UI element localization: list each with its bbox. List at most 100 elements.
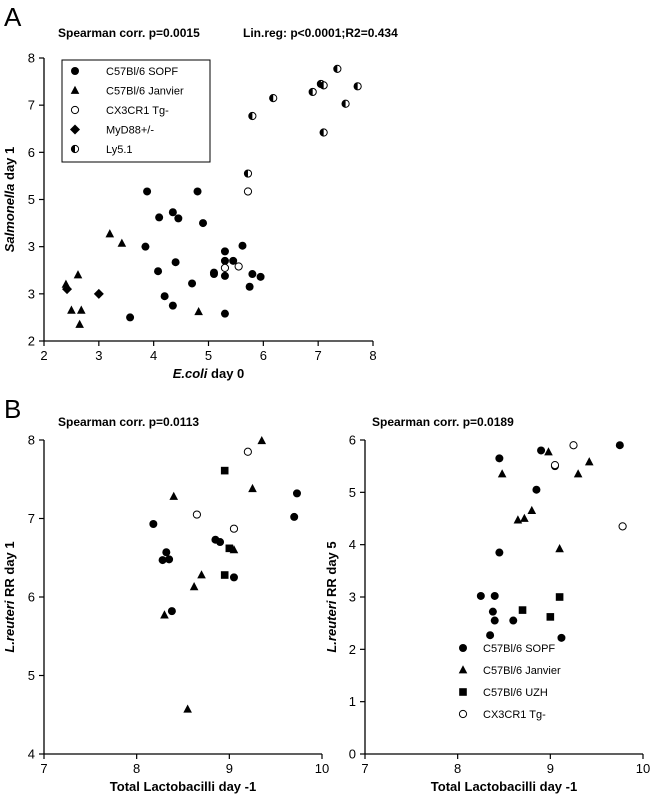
data-point <box>509 616 518 625</box>
data-point <box>257 435 267 445</box>
legend-marker <box>70 105 80 115</box>
series-c57bl-6-sopf <box>149 489 301 616</box>
data-point <box>308 87 317 97</box>
series-c57bl-6-janvier <box>61 229 203 328</box>
data-point <box>476 591 485 600</box>
stat-annotation: Spearman corr. p=0.0113 <box>58 415 199 429</box>
y-tick-label: 5 <box>28 668 35 683</box>
data-point <box>555 593 564 601</box>
panel-letter-a: A <box>4 2 22 32</box>
data-point <box>544 447 553 456</box>
y-tick-label: 2 <box>349 642 356 657</box>
x-tick-label: 8 <box>133 761 140 776</box>
data-point <box>573 469 583 478</box>
data-point <box>490 616 499 625</box>
data-point <box>618 522 627 531</box>
data-point <box>76 305 86 314</box>
legend-marker <box>459 644 467 652</box>
data-point <box>341 99 350 108</box>
y-tick-label: 8 <box>28 51 35 66</box>
y-tick-label: 3 <box>349 590 356 605</box>
data-point <box>220 466 229 475</box>
data-point <box>62 284 73 295</box>
data-point <box>183 704 192 713</box>
scatter-panel-a: 2 3 4 5 6 7 8 2 3 3 5 6 7 8 E.coli day 0 Salmonella day… <box>2 26 398 381</box>
data-point <box>569 441 578 450</box>
panel-letter-b: B <box>4 394 21 424</box>
data-point <box>229 524 239 533</box>
data-point <box>245 282 254 291</box>
x-tick-label: 3 <box>95 348 102 363</box>
legend: C57Bl/6 SOPF C57Bl/6 Janvier CX3CR1 Tg- MyD… <box>61 59 211 163</box>
y-tick-label: 6 <box>28 590 35 605</box>
data-point <box>67 305 76 314</box>
y-tick-label: 6 <box>28 145 35 160</box>
y-tick-label: 4 <box>349 537 356 552</box>
data-point <box>220 571 229 579</box>
x-tick-label: 10 <box>315 761 329 776</box>
data-point <box>229 573 238 582</box>
data-point <box>126 313 135 322</box>
data-point <box>160 292 169 301</box>
x-tick-label: 4 <box>150 348 157 363</box>
legend-marker <box>71 67 79 75</box>
data-point <box>319 81 328 90</box>
y-tick-label: 4 <box>28 747 35 762</box>
series-cx3cr1-tg- <box>550 441 627 531</box>
x-tick-label: 10 <box>636 761 650 776</box>
data-point <box>243 447 252 456</box>
data-point <box>75 319 84 328</box>
y-tick-label: 7 <box>28 98 35 113</box>
data-point <box>518 606 527 614</box>
data-point <box>194 306 203 316</box>
x-tick-label: 9 <box>547 761 554 776</box>
x-tick-label: 9 <box>226 761 233 776</box>
legend-entry: CX3CR1 Tg- <box>483 709 546 721</box>
data-point <box>319 128 328 137</box>
data-point <box>520 513 529 522</box>
legend-entry: C57Bl/6 SOPF <box>106 66 178 78</box>
legend-marker <box>458 709 468 719</box>
legend-marker <box>70 85 80 94</box>
data-point <box>167 607 176 616</box>
data-point <box>192 510 201 519</box>
data-point <box>220 271 229 280</box>
series-myd88- <box>62 284 104 299</box>
data-point <box>248 270 257 279</box>
x-tick-label: 7 <box>315 348 322 363</box>
data-point <box>490 591 499 600</box>
data-point <box>169 491 179 500</box>
data-point <box>229 256 238 265</box>
data-point <box>220 247 229 256</box>
data-point <box>615 441 624 450</box>
data-point <box>162 548 171 557</box>
data-point <box>269 93 278 103</box>
data-point <box>495 548 504 557</box>
data-point <box>174 214 183 223</box>
data-point <box>155 213 164 222</box>
data-point <box>73 270 83 279</box>
data-point <box>216 538 225 547</box>
series-c57bl-6-sopf <box>476 441 624 642</box>
data-point <box>584 457 594 466</box>
y-tick-label: 5 <box>28 192 35 207</box>
data-point <box>168 208 177 217</box>
scatter-panel-b-right: 7 8 9 10 0 1 2 3 4 5 6 Total Lactobacilli day -1 L.r… <box>324 415 650 794</box>
data-point <box>193 187 202 196</box>
x-tick-label: 7 <box>40 761 47 776</box>
data-point <box>158 556 167 565</box>
data-point <box>497 469 507 478</box>
legend-entry: Ly5.1 <box>106 144 133 156</box>
series-c57bl-6-sopf <box>126 187 265 322</box>
legend-entry: MyD88+/- <box>106 125 154 137</box>
data-point <box>353 82 362 91</box>
data-point <box>141 242 150 251</box>
y-axis-label: Salmonella day 1 <box>2 147 17 253</box>
legend-entry: C57Bl/6 SOPF <box>483 643 555 655</box>
y-tick-label: 8 <box>28 433 35 448</box>
stat-annotation: Spearman corr. p=0.0015 <box>58 26 200 40</box>
series-cx3cr1-tg- <box>220 187 253 272</box>
data-point <box>527 505 537 515</box>
data-point <box>256 272 265 281</box>
